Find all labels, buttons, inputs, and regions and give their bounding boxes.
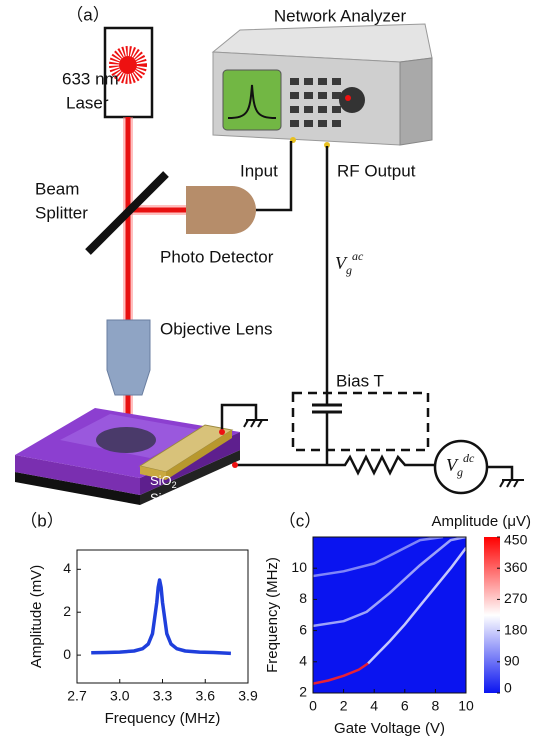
resistor	[235, 457, 434, 473]
x-tick-label: 8	[432, 698, 440, 714]
wire	[222, 405, 256, 432]
label: g	[457, 465, 463, 479]
label: 2	[172, 480, 177, 490]
colorbar-tick-label: 360	[504, 559, 528, 575]
x-tick-label: 3.0	[110, 688, 130, 704]
wire	[487, 467, 512, 480]
y-tick-label: 2	[63, 603, 71, 619]
label: SiO	[150, 473, 172, 488]
panel-label: （c）	[279, 511, 322, 530]
contact	[232, 462, 238, 468]
photo-detector	[186, 186, 256, 234]
x-tick-label: 6	[401, 698, 409, 714]
label: Bias T	[336, 371, 384, 390]
y-tick-label: 8	[299, 590, 307, 606]
y-tick-label: 0	[63, 646, 71, 662]
label: Laser	[66, 93, 109, 112]
colorbar	[484, 537, 500, 693]
y-tick-label: 4	[63, 560, 71, 576]
panel-label: （a）	[66, 5, 109, 24]
axes-frame	[77, 550, 248, 683]
ground	[244, 420, 268, 427]
x-tick-label: 3.9	[238, 688, 258, 704]
x-tick-label: 2	[340, 698, 348, 714]
label: Input	[240, 161, 278, 180]
x-tick-label: 3.6	[196, 688, 216, 704]
heatmap-background	[313, 537, 466, 693]
contact	[219, 429, 225, 435]
figure: （a） （b） （c） Network Analyzer 633 nm Lase…	[0, 0, 533, 749]
y-tick-label: 2	[299, 684, 307, 700]
y-axis-label: Frequency (MHz)	[264, 557, 281, 673]
colorbar-tick-label: 0	[504, 680, 512, 696]
colorbar-tick-label: 450	[504, 532, 528, 548]
label: g	[346, 263, 352, 277]
network-analyzer	[213, 24, 432, 148]
label: ac	[352, 249, 364, 263]
x-tick-label: 0	[309, 698, 317, 714]
colorbar-tick-label: 180	[504, 621, 528, 637]
colorbar-tick-label: 90	[504, 653, 520, 669]
y-tick-label: 4	[299, 653, 307, 669]
x-axis-label: Frequency (MHz)	[105, 710, 221, 727]
label: Network Analyzer	[274, 6, 407, 25]
y-tick-label: 6	[299, 621, 307, 637]
objective-lens	[107, 320, 150, 395]
label: Objective Lens	[160, 319, 272, 338]
x-tick-label: 2.7	[67, 688, 87, 704]
x-tick-label: 3.3	[153, 688, 173, 704]
laser-spot	[119, 56, 137, 74]
label: dc	[463, 451, 475, 465]
device	[15, 408, 240, 505]
y-axis-label: Amplitude (mV)	[28, 565, 45, 668]
x-tick-label: 10	[458, 698, 474, 714]
label: Si	[150, 490, 162, 505]
label: Splitter	[35, 203, 88, 222]
y-tick-label: 10	[291, 559, 307, 575]
colorbar-title: Amplitude (μV)	[431, 513, 531, 530]
data-line	[91, 580, 231, 653]
label: Beam	[35, 179, 79, 198]
panel-label: （b）	[20, 511, 63, 530]
label: RF Output	[337, 161, 416, 180]
colorbar-tick-label: 270	[504, 590, 528, 606]
ground	[500, 480, 524, 487]
x-axis-label: Gate Voltage (V)	[334, 720, 445, 737]
bias-t-box	[293, 393, 428, 450]
vg-ac: Vgac	[335, 249, 364, 277]
label: 633 nm	[62, 69, 119, 88]
x-tick-label: 4	[370, 698, 378, 714]
label: Photo Detector	[160, 247, 274, 266]
